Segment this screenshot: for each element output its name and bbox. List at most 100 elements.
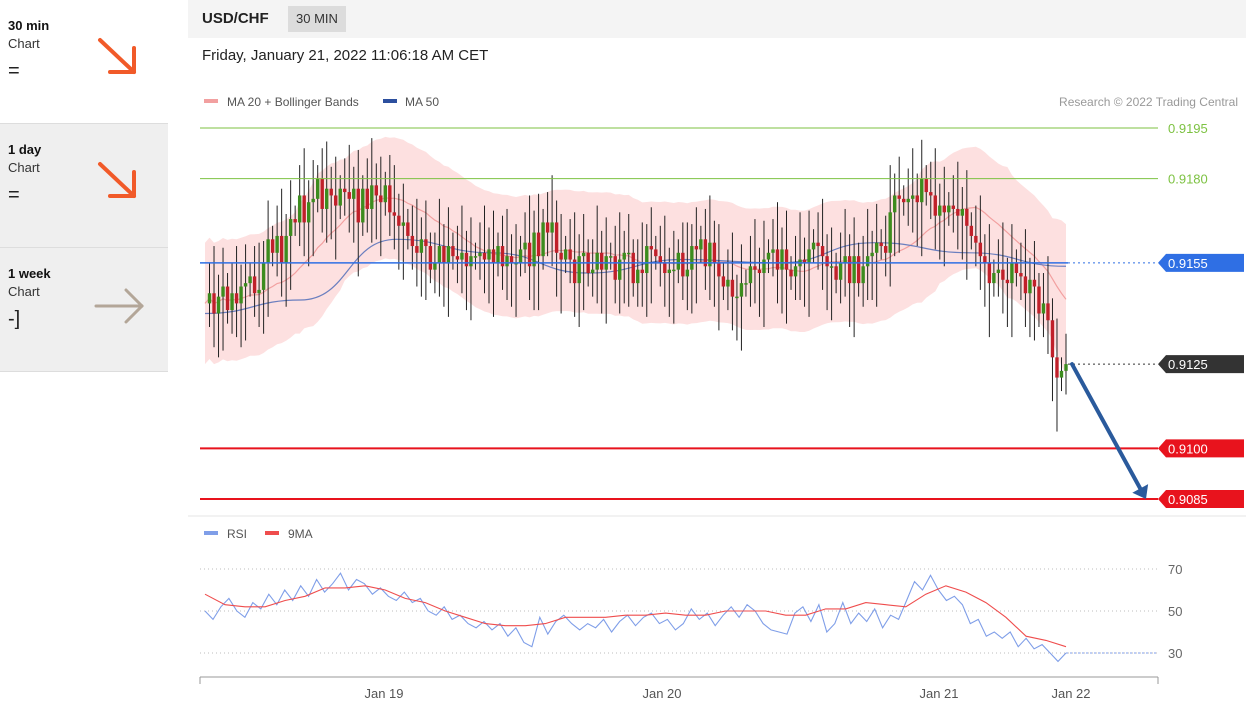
candle-body bbox=[284, 235, 288, 263]
timeframe-1week[interactable]: 1 week Chart -] bbox=[0, 248, 168, 372]
level-tag-label: 0.9100 bbox=[1168, 441, 1208, 456]
candle-body bbox=[627, 252, 631, 255]
candle-body bbox=[924, 178, 928, 193]
candle-body bbox=[1046, 303, 1050, 321]
rsi-ma9-line bbox=[204, 585, 1067, 648]
candle-body bbox=[992, 273, 996, 284]
level-tag bbox=[1158, 439, 1244, 458]
candle-body bbox=[392, 212, 397, 216]
rsi-legend-swatch bbox=[204, 531, 218, 535]
candle-body bbox=[870, 252, 874, 257]
candle-body bbox=[861, 266, 865, 284]
candle-body bbox=[775, 249, 780, 270]
candle-body bbox=[622, 252, 626, 260]
candle-body bbox=[920, 178, 924, 203]
candle-body bbox=[464, 252, 469, 267]
candle-body bbox=[347, 192, 351, 199]
rsi-tick-label: 50 bbox=[1168, 604, 1182, 619]
candle-body bbox=[825, 256, 829, 267]
forecast-arrowhead bbox=[1132, 484, 1149, 499]
level-tag bbox=[1158, 490, 1244, 508]
rsi-line bbox=[204, 572, 1067, 663]
candle-body bbox=[509, 256, 514, 263]
candle-body bbox=[320, 178, 324, 209]
period-badge[interactable]: 30 MIN bbox=[288, 6, 346, 32]
rsi-legend-label: RSI bbox=[227, 527, 247, 541]
candle-body bbox=[545, 222, 550, 233]
candle-body bbox=[401, 222, 406, 226]
candle-body bbox=[897, 195, 901, 199]
candle-body bbox=[960, 208, 965, 216]
candle-body bbox=[383, 185, 388, 203]
candle-body bbox=[645, 246, 649, 274]
candle-body bbox=[933, 195, 937, 216]
candle-body bbox=[536, 232, 541, 257]
candle-body bbox=[1041, 303, 1046, 314]
candle-body bbox=[888, 212, 892, 253]
candle-body bbox=[334, 195, 338, 206]
candle-body bbox=[311, 198, 315, 203]
candle-body bbox=[527, 242, 532, 267]
candle-body bbox=[243, 283, 248, 287]
candle-body bbox=[874, 242, 879, 253]
candle-body bbox=[735, 296, 739, 299]
timeframe-name: 30 min bbox=[8, 18, 50, 33]
candle-body bbox=[681, 252, 685, 277]
candle-body bbox=[437, 246, 442, 263]
timeframe-30min[interactable]: 30 min Chart = bbox=[0, 0, 168, 124]
candle-body bbox=[938, 205, 942, 216]
candle-body bbox=[234, 293, 239, 304]
candle-body bbox=[329, 188, 333, 196]
candle-body bbox=[721, 276, 726, 287]
candle-body bbox=[947, 205, 951, 213]
candle-body bbox=[942, 205, 946, 213]
x-axis: Jan 19 Jan 20 Jan 21 Jan 22 bbox=[199, 676, 1159, 701]
candle-body bbox=[370, 185, 374, 209]
candle-body bbox=[374, 185, 378, 196]
candle-body bbox=[915, 195, 919, 203]
timeframe-sidebar: 30 min Chart = 1 day Chart = 1 week Char… bbox=[0, 0, 168, 372]
candle-body bbox=[974, 235, 978, 243]
candle-body bbox=[505, 256, 509, 267]
x-tick-label: Jan 20 bbox=[642, 686, 681, 701]
candle-body bbox=[397, 215, 401, 226]
candle-body bbox=[239, 286, 243, 304]
candle-body bbox=[1055, 357, 1059, 378]
candle-body bbox=[703, 239, 708, 267]
candle-body bbox=[793, 266, 798, 277]
candle-body bbox=[784, 249, 789, 270]
timeframe-signal: -] bbox=[8, 308, 21, 330]
candle-body bbox=[563, 249, 568, 260]
candle-body bbox=[802, 259, 807, 263]
level-tag-label: 0.9085 bbox=[1168, 492, 1208, 507]
candle-body bbox=[829, 266, 834, 268]
level-tag-label: 0.9155 bbox=[1168, 256, 1208, 271]
candle-body bbox=[879, 242, 883, 247]
candle-body bbox=[996, 269, 1001, 274]
candle-body bbox=[843, 256, 847, 263]
candle-body bbox=[293, 219, 297, 223]
candle-body bbox=[599, 252, 604, 270]
candle-body bbox=[834, 266, 838, 280]
chart-legend: MA 20 + Bollinger Bands MA 50 Research ©… bbox=[204, 95, 1238, 541]
candle-body bbox=[717, 262, 721, 277]
candle-body bbox=[816, 242, 820, 247]
candle-body bbox=[595, 252, 599, 270]
candle-body bbox=[518, 249, 523, 263]
candle-body bbox=[789, 269, 793, 277]
candle-body bbox=[572, 259, 577, 284]
candle-body bbox=[306, 202, 311, 223]
forecast-arrow-shaft bbox=[1070, 362, 1143, 491]
candle-body bbox=[216, 296, 221, 314]
timeframe-1day[interactable]: 1 day Chart = bbox=[0, 124, 168, 248]
candle-body bbox=[658, 256, 662, 263]
level-tag bbox=[1158, 355, 1244, 374]
level-tag bbox=[1158, 253, 1244, 272]
ma20-line bbox=[204, 196, 1067, 305]
level-tag-label: 0.9125 bbox=[1168, 357, 1208, 372]
candle-body bbox=[663, 262, 667, 274]
candle-body bbox=[730, 279, 735, 297]
candle-body bbox=[1037, 286, 1041, 314]
research-credit: Research © 2022 Trading Central bbox=[1059, 95, 1238, 109]
